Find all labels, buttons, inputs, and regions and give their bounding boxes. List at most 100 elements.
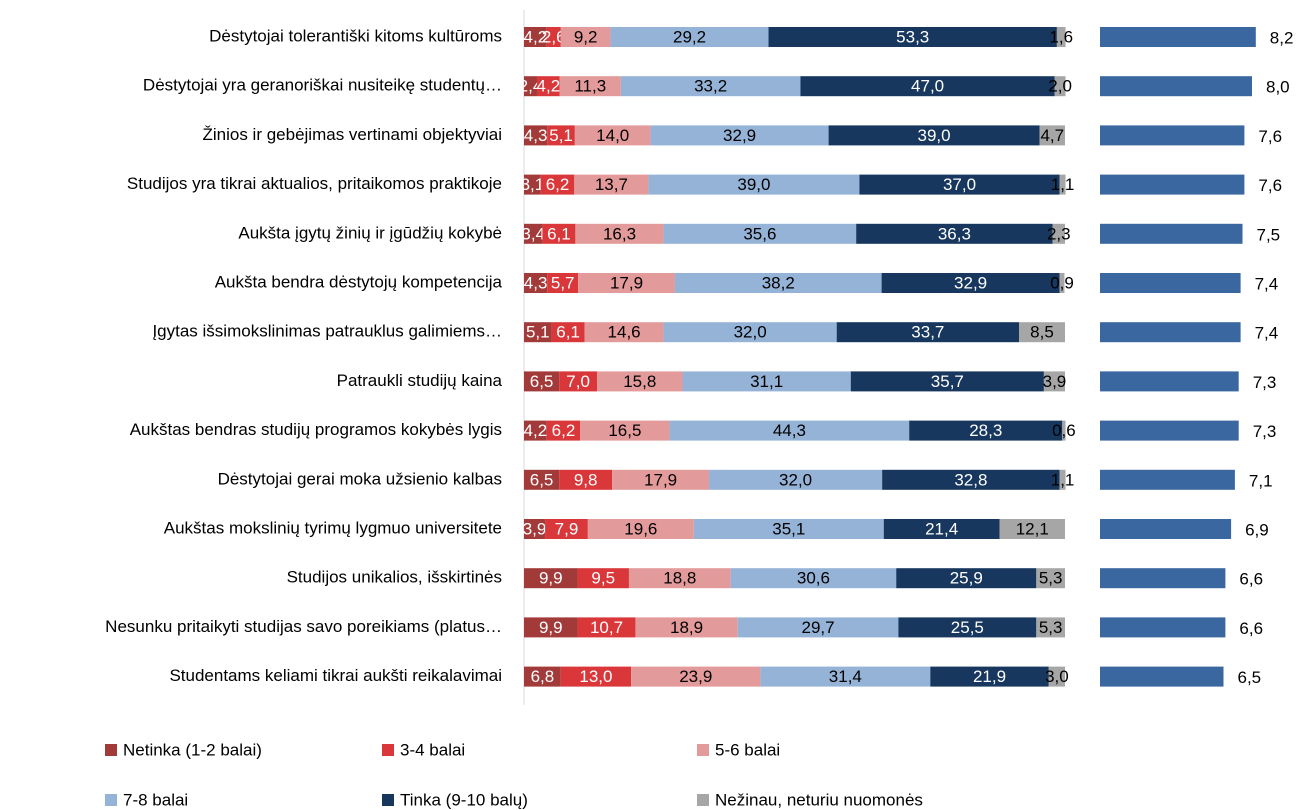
data-label: 8,0: [1266, 78, 1290, 97]
bar-segment: [547, 273, 579, 293]
data-label: 14,0: [596, 126, 629, 145]
bar: [1100, 469, 1235, 490]
data-label: 4,7: [1040, 126, 1064, 145]
bar-segment: [612, 469, 710, 490]
data-label: 31,1: [750, 372, 783, 391]
data-label: 35,7: [931, 372, 964, 391]
bar-segment: [828, 125, 1040, 146]
bar-segment: [587, 519, 694, 539]
bar-segment: [1036, 617, 1065, 638]
bar-segment: [610, 27, 769, 47]
data-label: 18,9: [670, 618, 703, 637]
bar-segment: [628, 568, 731, 589]
bar: [1100, 617, 1226, 638]
bar-segment: [859, 174, 1060, 195]
bar-segment: [620, 76, 801, 97]
bar-segment: [577, 568, 629, 589]
data-label: 28,3: [969, 421, 1002, 440]
legend-label: Nežinau, neturiu nuomonės: [715, 790, 923, 809]
data-label: 4,3: [524, 273, 548, 292]
data-label: 21,9: [973, 667, 1006, 686]
data-label: 4,2: [524, 421, 548, 440]
bar-segment: [597, 371, 683, 392]
data-label: 18,8: [663, 569, 696, 588]
category-label: Žinios ir gebėjimas vertinami objektyvia…: [202, 125, 502, 144]
bar-segment: [524, 322, 552, 343]
bar-segment: [574, 125, 651, 146]
data-label: 23,9: [679, 667, 712, 686]
data-label: 5,3: [1039, 569, 1063, 588]
data-label: 8,5: [1030, 323, 1054, 342]
data-label: 32,0: [779, 470, 812, 489]
data-label: 21,4: [925, 519, 958, 538]
category-label: Dėstytojai tolerantiški kitoms kultūroms: [209, 26, 502, 45]
data-label: 19,6: [624, 519, 657, 538]
legend-swatch: [382, 794, 394, 806]
data-label: 32,9: [723, 126, 756, 145]
category-label: Patraukli studijų kaina: [337, 371, 503, 390]
bar-segment: [856, 223, 1053, 244]
data-label: 36,3: [938, 224, 971, 243]
data-label: 9,2: [574, 27, 598, 46]
bar-segment: [559, 469, 613, 490]
category-label: Aukštas mokslinių tyrimų lygmuo universi…: [164, 518, 502, 537]
bar-segment: [709, 469, 883, 490]
data-label: 7,3: [1253, 373, 1277, 392]
bar: [1100, 371, 1239, 392]
bar: [1100, 420, 1239, 441]
bar-segment: [524, 273, 548, 293]
data-label: 3,9: [523, 519, 547, 538]
bar-segment: [524, 27, 547, 47]
data-label: 11,3: [574, 77, 606, 96]
bar-segment: [930, 666, 1049, 687]
bar: [1100, 174, 1245, 195]
data-label: 6,5: [530, 470, 554, 489]
bar-segment: [1059, 174, 1066, 195]
data-label: 6,8: [531, 667, 555, 686]
bar-segment: [836, 322, 1020, 343]
data-label: 6,6: [1239, 570, 1263, 589]
bar-segment: [898, 617, 1037, 638]
data-label: 0,9: [1050, 273, 1074, 292]
bar-segment: [580, 420, 670, 441]
data-label: 33,2: [694, 77, 727, 96]
data-label: 2,4: [519, 77, 543, 96]
legend-swatch: [105, 794, 117, 806]
data-label: 25,9: [950, 569, 983, 588]
bar-segment: [524, 568, 578, 589]
bar-segment: [682, 371, 851, 392]
data-label: 9,9: [539, 569, 563, 588]
data-label: 3,4: [521, 224, 545, 243]
bar: [1100, 322, 1241, 343]
data-label: 6,1: [556, 323, 580, 342]
data-label: 1,1: [1051, 175, 1075, 194]
category-label: Aukštas bendras studijų programos kokybė…: [130, 420, 502, 439]
data-label: 3,1: [521, 175, 545, 194]
data-label: 4,3: [524, 126, 548, 145]
bar-segment: [551, 322, 585, 343]
data-label: 39,0: [737, 175, 770, 194]
data-label: 7,5: [1257, 225, 1281, 244]
data-label: 25,5: [951, 618, 984, 637]
bar-segment: [883, 519, 1000, 539]
bar-segment: [1048, 666, 1065, 687]
data-label: 44,3: [773, 421, 806, 440]
data-label: 53,3: [896, 27, 929, 46]
bar-segment: [536, 76, 560, 97]
data-label: 7,1: [1249, 471, 1273, 490]
category-label: Studijos yra tikrai aktualios, pritaikom…: [127, 174, 502, 193]
bar-segment: [540, 174, 575, 195]
bar-segment: [663, 223, 857, 244]
legend-label: 3-4 balai: [400, 740, 465, 759]
data-label: 6,2: [546, 175, 570, 194]
legend-swatch: [697, 794, 709, 806]
category-label: Nesunku pritaikyti studijas savo poreiki…: [105, 617, 502, 636]
bar-segment: [547, 125, 575, 146]
data-label: 2,0: [1048, 77, 1072, 96]
bar-segment: [524, 469, 560, 490]
data-label: 32,0: [734, 323, 767, 342]
bar-segment: [524, 76, 537, 97]
bar-segment: [524, 125, 548, 146]
category-label: Dėstytojai yra geranoriškai nusiteikę st…: [143, 76, 502, 95]
